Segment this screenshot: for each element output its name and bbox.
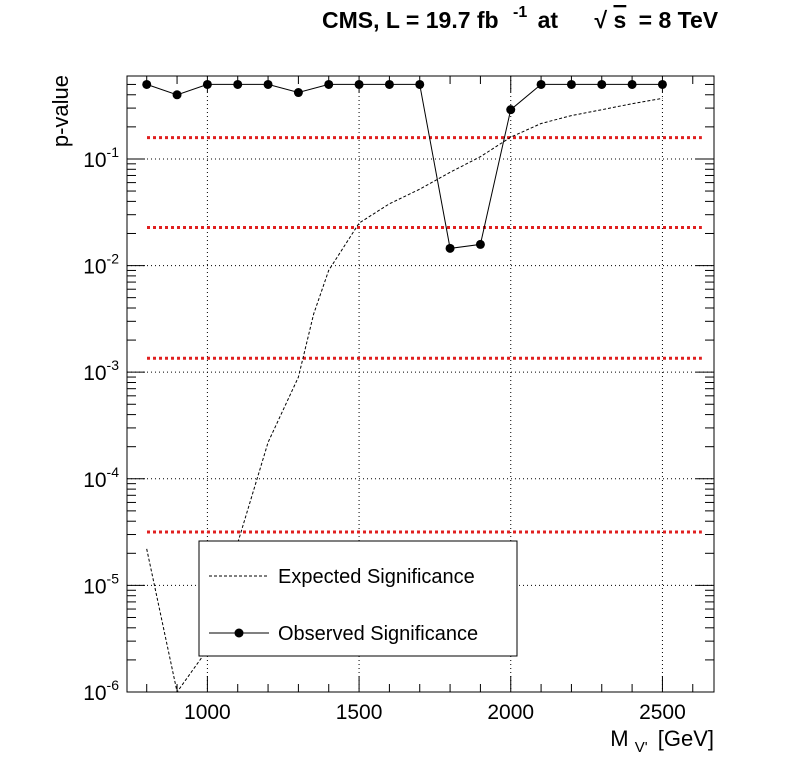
significance-thresholds	[147, 136, 702, 534]
x-axis-title: M V' [GeV]	[610, 726, 714, 757]
legend-expected-label: Expected Significance	[278, 566, 475, 588]
title-energy: = 8 TeV	[639, 7, 719, 33]
x-tick-label: 2500	[639, 701, 686, 724]
legend-observed-label: Observed Significance	[278, 623, 478, 645]
legend-observed-marker	[234, 628, 244, 638]
plot-frame	[126, 75, 715, 693]
observed-point	[172, 90, 182, 100]
y-tick-label-base: 10	[83, 149, 106, 172]
expected-significance-line	[146, 97, 663, 692]
title-sqrt-symbol: √	[594, 7, 607, 33]
observed-point	[536, 79, 546, 89]
title-main: CMS, L = 19.7 fb	[322, 7, 499, 33]
legend: Expected Significance Observed Significan…	[198, 540, 518, 657]
grid	[127, 76, 714, 692]
y-tick-label-exponent: -1	[107, 144, 120, 160]
observed-point	[293, 88, 303, 98]
y-tick-label: 10-6	[83, 677, 119, 705]
y-tick-label-exponent: -3	[107, 357, 120, 373]
y-tick-label: 10-1	[83, 144, 119, 172]
y-tick-label: 10-3	[83, 357, 119, 385]
y-axis-title: p-value	[48, 75, 73, 147]
observed-point	[142, 79, 152, 89]
title-superscript: -1	[513, 4, 527, 21]
observed-point	[597, 79, 607, 89]
y-tick-label-base: 10	[83, 575, 106, 598]
observed-point	[566, 79, 576, 89]
observed-point	[415, 79, 425, 89]
y-tick-label: 10-4	[83, 464, 119, 492]
y-tick-label-exponent: -2	[107, 251, 120, 267]
observed-point	[475, 239, 485, 249]
observed-point	[506, 105, 516, 115]
y-tick-label-base: 10	[83, 469, 106, 492]
observed-point	[384, 79, 394, 89]
y-tick-label-base: 10	[83, 682, 106, 705]
title-sqrt-arg: s	[613, 7, 626, 33]
observed-significance-line	[146, 83, 663, 249]
y-tick-label-exponent: -5	[107, 570, 120, 586]
y-tick-label-exponent: -6	[107, 677, 120, 693]
y-tick-label: 10-2	[83, 251, 119, 279]
observed-point	[263, 79, 273, 89]
chart-title: CMS, L = 19.7 fb -1 at √ s = 8 TeV	[322, 0, 719, 33]
x-tick-label: 1000	[184, 701, 231, 724]
observed-point	[324, 79, 334, 89]
observed-point	[445, 243, 455, 253]
y-tick-label: 10-5	[83, 570, 119, 598]
observed-point	[627, 79, 637, 89]
y-tick-label-exponent: -4	[107, 464, 120, 480]
title-after: at	[538, 7, 559, 33]
y-tick-label-base: 10	[83, 256, 106, 279]
x-axis-title-unit: [GeV]	[658, 726, 714, 751]
legend-box	[198, 540, 518, 657]
y-tick-label-base: 10	[83, 362, 106, 385]
series	[142, 79, 667, 692]
x-axis-title-main: M	[610, 726, 628, 751]
x-tick-label: 1500	[336, 701, 383, 724]
x-axis-title-subscript: V'	[635, 739, 648, 756]
x-tick-label: 2000	[487, 701, 534, 724]
observed-point	[233, 79, 243, 89]
